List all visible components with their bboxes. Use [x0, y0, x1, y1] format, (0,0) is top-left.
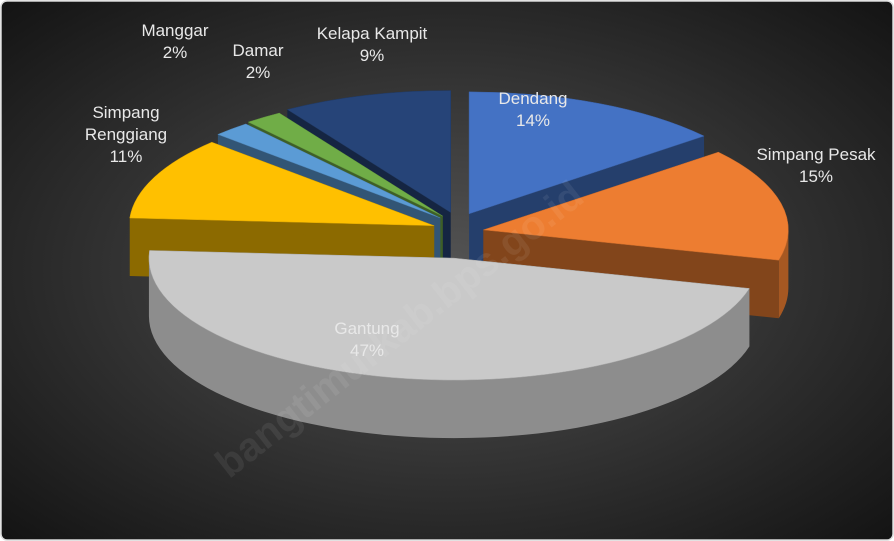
category-label: Simpang Renggiang [84, 103, 168, 144]
data-label: Simpang Pesak 15% [746, 144, 886, 188]
slice-wall [778, 229, 789, 319]
slice-wall [148, 258, 750, 439]
data-label: Dendang 14% [473, 88, 593, 132]
pie [129, 90, 789, 439]
category-label: Damar [232, 41, 284, 60]
value-label: 47% [349, 341, 385, 360]
data-label: Kelapa Kampit 9% [302, 23, 442, 67]
pie-slice [483, 151, 789, 261]
pie-slice [468, 91, 705, 215]
pie-slice [217, 123, 441, 219]
value-label: 15% [798, 167, 834, 186]
value-label: 9% [359, 46, 385, 65]
data-label: Damar 2% [223, 40, 293, 84]
category-label: Manggar [141, 21, 209, 40]
data-label: Manggar 2% [130, 20, 220, 64]
category-label: Gantung [334, 319, 400, 338]
category-label: Dendang [498, 89, 568, 108]
data-label: Gantung 47% [307, 318, 427, 362]
category-label: Kelapa Kampit [316, 24, 428, 43]
value-label: 2% [162, 43, 188, 62]
pie-slice [247, 112, 443, 217]
pie-slice [286, 90, 451, 213]
value-label: 11% [109, 147, 143, 166]
pie-slice [129, 141, 435, 226]
category-label: Simpang Pesak [756, 145, 876, 164]
value-label: 2% [245, 63, 271, 82]
data-label: Simpang Renggiang 11% [76, 102, 176, 168]
pie-slice [148, 250, 750, 381]
value-label: 14% [515, 111, 551, 130]
